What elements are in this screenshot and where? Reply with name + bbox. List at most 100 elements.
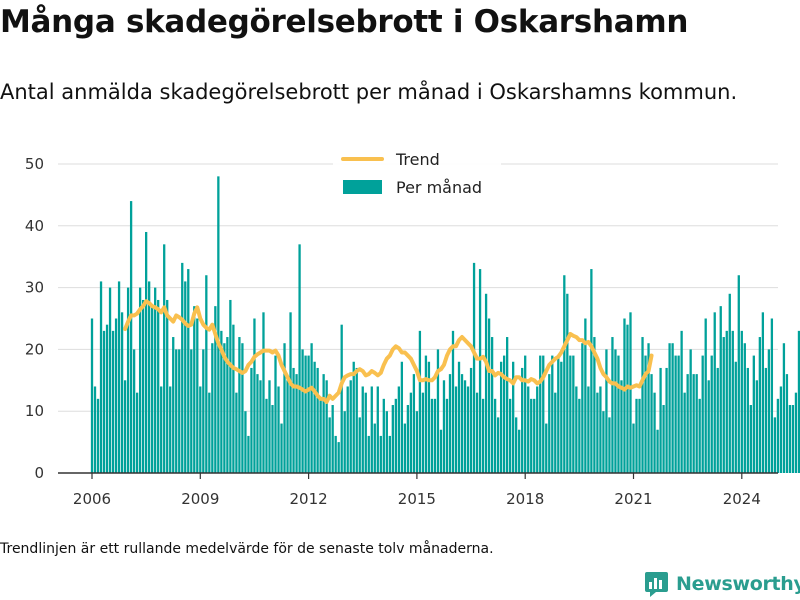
bar xyxy=(734,361,737,473)
bar xyxy=(331,405,334,473)
bar xyxy=(439,429,443,473)
bar xyxy=(707,380,710,473)
bar xyxy=(698,398,701,473)
bar xyxy=(689,349,692,473)
bar xyxy=(593,337,596,473)
bar xyxy=(286,380,289,473)
bar xyxy=(490,337,494,473)
bar xyxy=(208,392,211,473)
bar xyxy=(641,337,644,473)
bar xyxy=(608,417,611,473)
bar xyxy=(572,355,575,473)
bar xyxy=(129,201,133,473)
bar xyxy=(692,374,695,473)
bar xyxy=(502,355,506,473)
bar xyxy=(154,287,157,473)
bar xyxy=(557,355,560,473)
y-tick-label: 10 xyxy=(25,402,44,420)
bar xyxy=(148,281,151,473)
x-tick-label: 2012 xyxy=(290,490,328,508)
bar xyxy=(436,349,440,473)
bar xyxy=(421,392,425,473)
bar xyxy=(611,337,614,473)
bar xyxy=(250,367,253,473)
bar xyxy=(400,361,404,473)
bar xyxy=(99,281,103,473)
bar xyxy=(770,318,774,473)
bar xyxy=(563,275,566,473)
brand-name: Newsworthy xyxy=(676,573,800,595)
bar xyxy=(590,269,593,473)
bar xyxy=(644,355,647,473)
bar xyxy=(680,330,683,473)
bar xyxy=(349,380,352,473)
bar xyxy=(196,318,199,473)
bar xyxy=(584,318,587,473)
bar xyxy=(716,367,719,473)
bar xyxy=(141,299,145,473)
legend-swatch-per-manad xyxy=(343,180,382,194)
bar xyxy=(761,312,765,473)
bar xyxy=(746,367,749,473)
bar xyxy=(481,398,485,473)
bar xyxy=(749,405,752,473)
bar xyxy=(548,374,551,473)
bar xyxy=(120,312,124,473)
bar xyxy=(788,405,792,473)
bar xyxy=(376,386,379,473)
bar xyxy=(238,337,241,473)
bar xyxy=(108,287,112,473)
bar xyxy=(469,367,473,473)
legend-background xyxy=(333,146,501,204)
bar xyxy=(560,361,563,473)
bar xyxy=(412,374,416,473)
bar xyxy=(325,380,328,473)
bar xyxy=(665,367,668,473)
bar xyxy=(512,361,515,473)
bar xyxy=(181,262,184,473)
bar xyxy=(569,355,572,473)
x-tick-label: 2024 xyxy=(723,490,761,508)
bar xyxy=(719,306,722,473)
chart-area: 0 10 20 30 40 50 2006 2009 2012 2015 2018 2021 2024… xyxy=(24,146,800,508)
bar xyxy=(587,386,590,473)
bar xyxy=(728,293,731,473)
bar xyxy=(463,380,467,473)
bar xyxy=(493,398,497,473)
bar xyxy=(373,423,376,473)
bar xyxy=(599,386,602,473)
bar xyxy=(785,374,789,473)
bar xyxy=(138,287,142,473)
bar xyxy=(391,405,394,473)
bar xyxy=(166,299,169,473)
bar xyxy=(674,355,677,473)
y-tick-label: 30 xyxy=(25,279,44,297)
bar xyxy=(647,343,650,473)
legend[interactable]: Trend Per månad xyxy=(333,146,501,204)
bar xyxy=(334,435,337,473)
bar xyxy=(626,324,629,473)
bar xyxy=(385,411,388,473)
x-tick-label: 2015 xyxy=(398,490,436,508)
bar xyxy=(268,380,271,473)
bar xyxy=(740,330,743,473)
bar xyxy=(132,349,136,473)
bar xyxy=(244,411,247,473)
bar xyxy=(472,262,476,473)
bar xyxy=(406,405,410,473)
bar xyxy=(542,355,545,473)
bar xyxy=(596,392,599,473)
legend-label-per-manad: Per månad xyxy=(396,178,482,197)
bar xyxy=(659,367,662,473)
brand-logo[interactable]: Newsworthy xyxy=(644,568,800,600)
bar xyxy=(301,349,304,473)
x-tick-label: 2021 xyxy=(614,490,652,508)
bar xyxy=(617,355,620,473)
bar xyxy=(352,361,355,473)
bar xyxy=(710,355,713,473)
bar xyxy=(388,435,391,473)
bar xyxy=(187,269,190,473)
bar xyxy=(340,324,343,473)
bar xyxy=(205,275,208,473)
bar xyxy=(484,293,488,473)
